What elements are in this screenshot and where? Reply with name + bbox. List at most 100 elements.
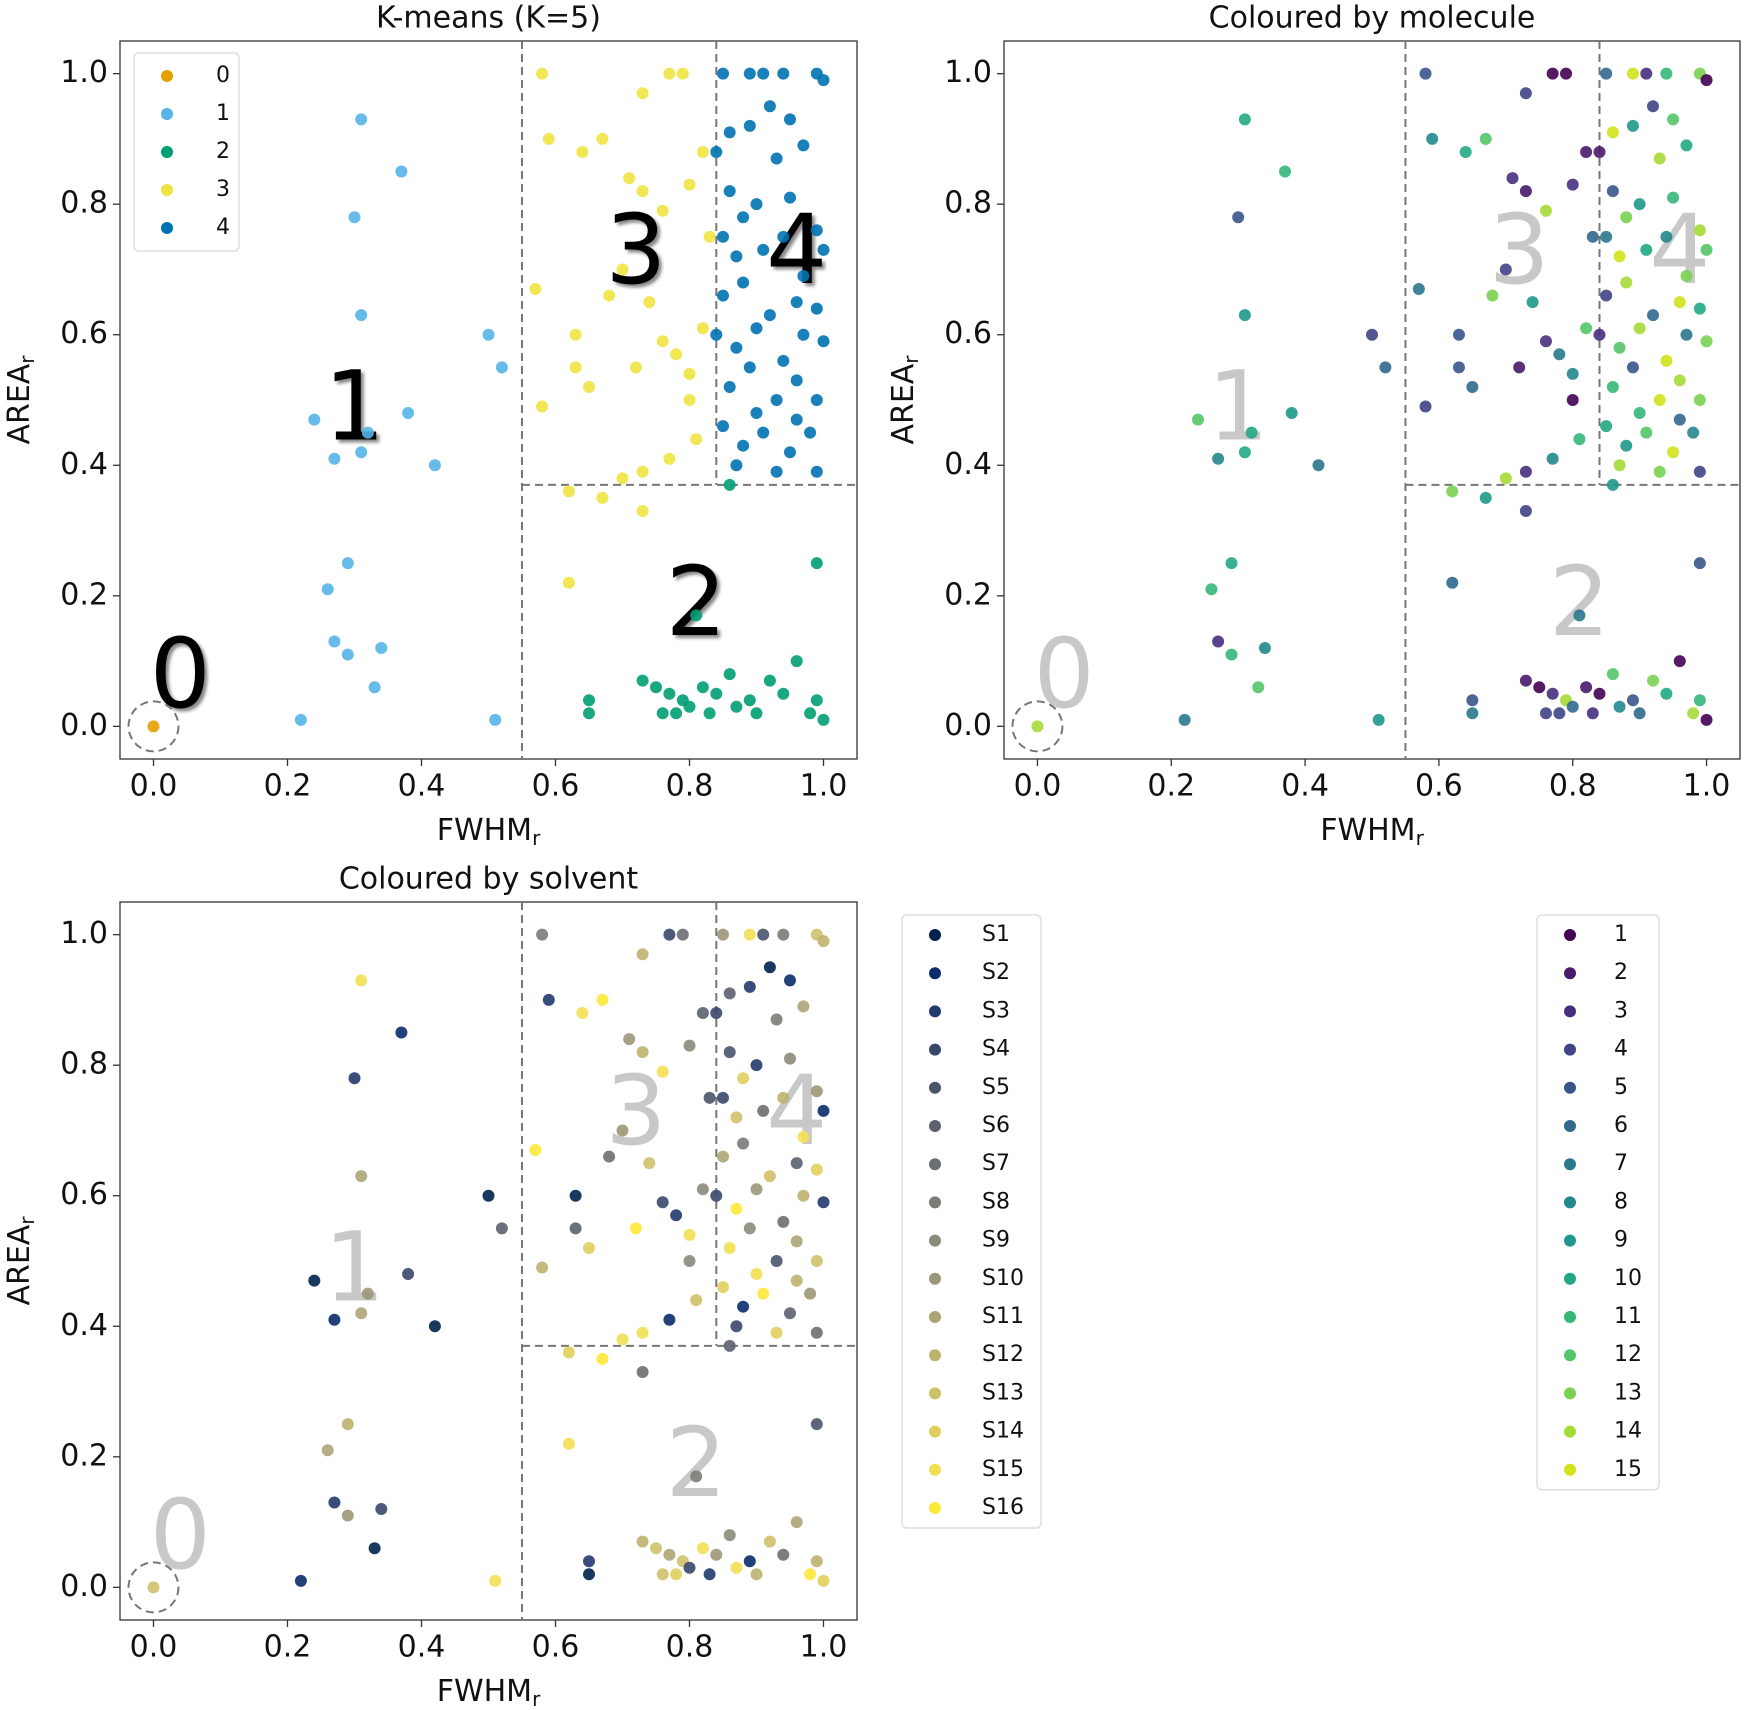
scatter-point (395, 1026, 408, 1039)
scatter-point (1680, 328, 1693, 341)
scatter-point (784, 191, 796, 204)
scatter-point (770, 394, 783, 406)
scatter-point (810, 394, 823, 406)
scatter-point (569, 1222, 582, 1235)
scatter-point (696, 1542, 709, 1555)
scatter-point (1212, 635, 1225, 648)
legend-marker (161, 184, 173, 196)
scatter-point (777, 230, 790, 243)
scatter-point (576, 1006, 589, 1019)
y-tick-label: 0.8 (60, 186, 108, 221)
scatter-point (804, 426, 817, 439)
legend-marker (929, 1349, 941, 1362)
x-tick-label: 0.4 (398, 1630, 446, 1665)
scatter-point (1613, 250, 1626, 263)
scatter-point (763, 1170, 776, 1183)
scatter-point (1606, 478, 1619, 491)
scatter-point (1606, 126, 1619, 139)
legend-marker (1564, 1005, 1576, 1018)
scatter-point (810, 1418, 823, 1431)
cluster-annotation: 1 (324, 1211, 385, 1323)
legend-marker (929, 967, 941, 980)
scatter-point (536, 67, 549, 80)
scatter-point (636, 1535, 649, 1548)
legend-label: 10 (1614, 1266, 1642, 1291)
scatter-point (770, 465, 783, 478)
scatter-point (804, 1568, 817, 1581)
scatter-point (569, 361, 582, 374)
legend-marker (929, 1043, 941, 1056)
scatter-point (777, 354, 790, 367)
scatter-point (1225, 557, 1238, 570)
legend-marker (929, 1272, 941, 1285)
legend-label: 4 (216, 215, 230, 240)
scatter-point (308, 1274, 321, 1287)
scatter-point (1546, 687, 1559, 700)
scatter-point (1633, 198, 1646, 211)
y-tick-label: 1.0 (60, 916, 108, 951)
scatter-point (495, 361, 508, 374)
cluster-annotation: 3 (605, 1055, 666, 1167)
scatter-point (663, 687, 676, 700)
scatter-point (817, 713, 830, 726)
highlight-circle (127, 700, 180, 753)
scatter-point (817, 335, 830, 348)
legend-marker (1564, 1349, 1576, 1362)
scatter-point (562, 1346, 575, 1359)
scatter-point (636, 674, 649, 687)
scatter-point (1426, 132, 1439, 145)
legend-marker (929, 1463, 941, 1476)
legend-marker (1564, 1081, 1576, 1094)
scatter-point (1192, 413, 1205, 426)
legend-label: S4 (982, 1037, 1010, 1062)
scatter-point (428, 459, 441, 472)
scatter-point (703, 707, 716, 720)
scatter-point (596, 491, 609, 504)
scatter-point (1513, 361, 1526, 374)
scatter-point (797, 328, 810, 341)
scatter-point (636, 465, 649, 478)
y-tick-label: 1.0 (944, 55, 992, 90)
scatter-point (1452, 361, 1465, 374)
legend-label: S12 (982, 1342, 1024, 1367)
y-tick-label: 0.0 (60, 708, 108, 743)
scatter-point (743, 980, 756, 993)
y-tick-label: 0.6 (60, 1177, 108, 1212)
scatter-point (696, 681, 709, 694)
scatter-point (583, 1555, 595, 1568)
scatter-point (1519, 87, 1532, 100)
scatter-point (656, 1196, 669, 1209)
scatter-point (790, 1157, 803, 1170)
scatter-point (1606, 380, 1619, 393)
scatter-point (723, 1046, 736, 1059)
scatter-point (529, 283, 542, 296)
scatter-point (1680, 269, 1693, 282)
scatter-point (683, 1228, 696, 1241)
scatter-point (1633, 707, 1646, 720)
scatter-point (583, 707, 595, 720)
scatter-point (636, 1326, 649, 1339)
scatter-point (1640, 426, 1653, 439)
scatter-point (1539, 335, 1552, 348)
scatter-point (784, 113, 796, 126)
legend-marker (1564, 1311, 1576, 1323)
y-axis-label-sub: r (15, 1216, 39, 1225)
scatter-point (817, 935, 830, 948)
scatter-point (1600, 420, 1613, 433)
y-tick-label: 0.4 (944, 447, 992, 482)
scatter-point (777, 687, 790, 700)
scatter-point (1593, 145, 1606, 158)
scatter-point (583, 1241, 595, 1254)
x-tick-label: 0.2 (264, 769, 312, 804)
scatter-point (1693, 694, 1706, 707)
scatter-point (1205, 583, 1218, 596)
scatter-point (1546, 452, 1559, 465)
axes-frame (119, 901, 858, 1621)
scatter-point (636, 87, 649, 100)
legend-box (901, 914, 1042, 1529)
scatter-point (623, 1033, 636, 1046)
legend-marker (929, 1311, 941, 1323)
panel: K-means (K=5) 0.0 0.2 0.4 0.6 0.8 1.0 0.0 0.2 0.4… (2, 1, 858, 850)
scatter-point (1499, 472, 1512, 485)
